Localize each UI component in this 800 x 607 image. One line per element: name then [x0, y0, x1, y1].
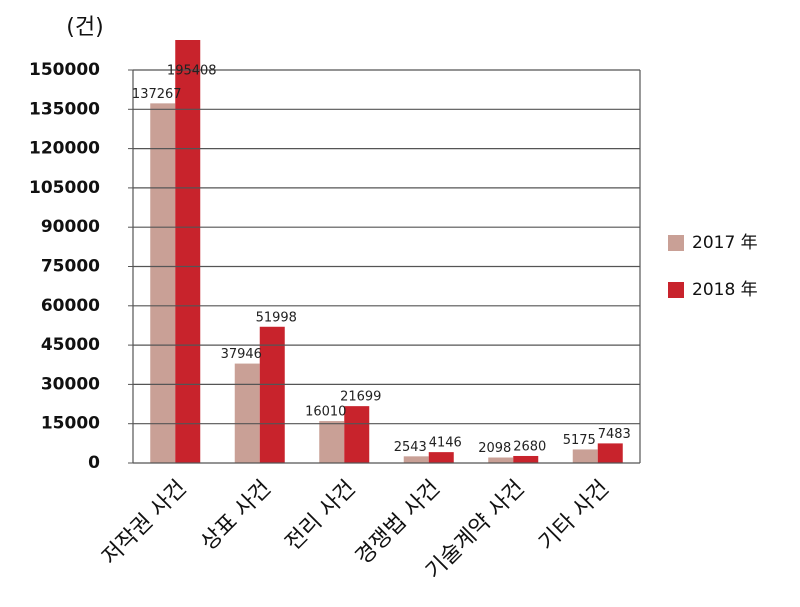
y-tick-label: 105000: [29, 178, 100, 198]
legend-swatch: [668, 282, 684, 298]
bar: [428, 452, 454, 463]
value-label: 7483: [598, 427, 631, 442]
value-label: 5175: [563, 433, 596, 448]
x-tick-label: 기타 사건: [534, 476, 614, 556]
bar: [175, 40, 201, 463]
value-label: 2543: [394, 440, 427, 455]
y-tick-label: 150000: [29, 60, 100, 80]
legend-label: 2018 年: [692, 280, 758, 300]
y-tick-label: 120000: [29, 139, 100, 159]
x-tick-label: 저작권 사건: [98, 476, 192, 570]
bars: [150, 40, 623, 463]
bar: [572, 449, 598, 463]
x-tick-label: 전리 사건: [281, 476, 361, 556]
y-tick-label: 0: [88, 453, 100, 473]
bar: [344, 406, 370, 463]
bar: [597, 443, 623, 463]
value-label: 137267: [132, 87, 182, 102]
y-tick-label: 30000: [41, 374, 100, 394]
legend-swatch: [668, 235, 684, 251]
value-label: 21699: [340, 390, 381, 405]
bar: [319, 421, 345, 463]
bar: [234, 363, 260, 463]
value-label: 4146: [429, 436, 462, 451]
bar: [259, 326, 285, 463]
x-tick-label: 상표 사건: [196, 476, 276, 556]
y-tick-label: 135000: [29, 99, 100, 119]
y-tick-label: 15000: [41, 414, 100, 434]
value-label: 195408: [167, 64, 217, 79]
y-tick-label: 45000: [41, 335, 100, 355]
y-tick-label: 60000: [41, 296, 100, 316]
bar: [403, 456, 429, 463]
value-label: 51998: [256, 310, 297, 325]
value-label: 2680: [513, 439, 546, 454]
value-label: 37946: [221, 347, 262, 362]
bar: [488, 457, 514, 463]
bar: [513, 455, 539, 463]
y-axis-label: (건): [66, 15, 103, 40]
value-label: 2098: [478, 441, 511, 456]
y-tick-label: 75000: [41, 257, 100, 277]
bar: [150, 103, 176, 463]
legend-label: 2017 年: [692, 233, 758, 253]
value-label: 16010: [305, 405, 346, 420]
y-tick-label: 90000: [41, 217, 100, 237]
